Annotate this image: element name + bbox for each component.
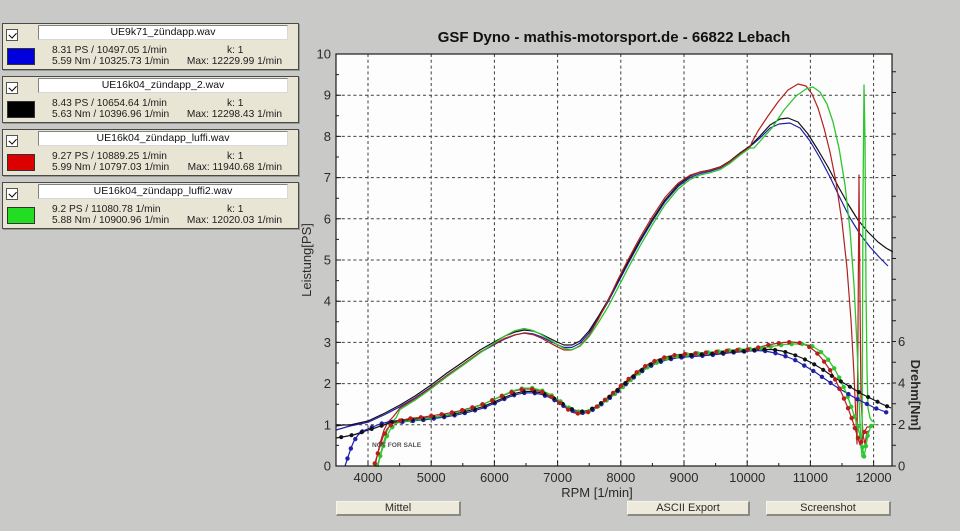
svg-text:8: 8 (324, 129, 331, 144)
svg-text:0: 0 (324, 459, 331, 474)
svg-text:9000: 9000 (670, 470, 699, 485)
svg-text:7000: 7000 (543, 470, 572, 485)
svg-text:0: 0 (898, 459, 905, 474)
svg-text:11000: 11000 (793, 470, 828, 485)
svg-text:10: 10 (317, 47, 331, 62)
svg-text:NOT FOR SALE: NOT FOR SALE (372, 442, 422, 449)
svg-text:2: 2 (324, 376, 331, 391)
svg-text:4000: 4000 (354, 470, 383, 485)
svg-text:1: 1 (324, 417, 331, 432)
svg-text:5000: 5000 (417, 470, 446, 485)
svg-text:8000: 8000 (606, 470, 635, 485)
svg-text:RPM [1/min]: RPM [1/min] (561, 485, 633, 500)
svg-text:4: 4 (324, 294, 331, 309)
svg-text:9: 9 (324, 88, 331, 103)
svg-text:6000: 6000 (480, 470, 509, 485)
svg-text:5: 5 (324, 253, 331, 268)
svg-text:6: 6 (324, 211, 331, 226)
svg-text:12000: 12000 (856, 470, 892, 485)
svg-text:Leistung[PS]: Leistung[PS] (299, 223, 314, 297)
svg-text:7: 7 (324, 170, 331, 185)
svg-text:3: 3 (324, 335, 331, 350)
svg-text:2: 2 (898, 417, 905, 432)
svg-text:6: 6 (898, 334, 905, 349)
svg-text:4: 4 (898, 376, 905, 391)
svg-text:Drehm[Nm]: Drehm[Nm] (908, 360, 923, 431)
svg-text:10000: 10000 (729, 470, 765, 485)
